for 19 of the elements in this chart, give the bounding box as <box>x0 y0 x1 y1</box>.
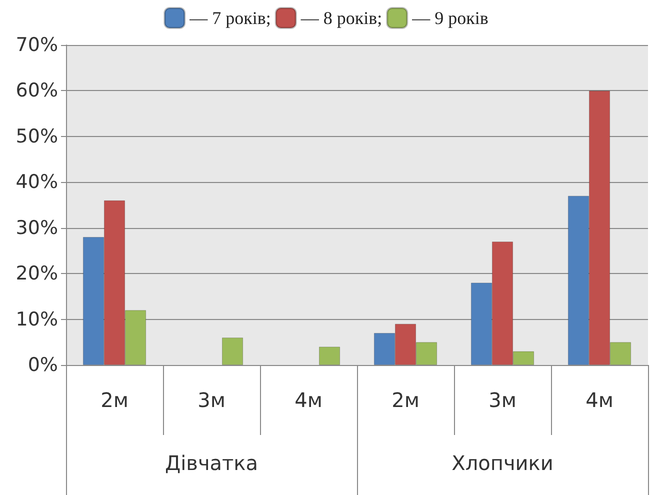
y-tick-label: 30% <box>16 216 58 239</box>
y-tick-label: 10% <box>16 308 58 330</box>
y-tick-label: 20% <box>16 262 58 285</box>
y-tick-label: 0% <box>28 354 58 376</box>
x-tick-label: 4м <box>586 388 614 412</box>
x-tick-label: 3м <box>488 388 516 412</box>
text: Хлопчики <box>452 451 554 475</box>
x-tick-label: 4м <box>294 388 322 412</box>
y-tick-label: 60% <box>16 80 58 102</box>
legend-label: — 9 років <box>411 8 488 28</box>
legend-label: — 8 років; <box>300 8 382 28</box>
x-tick-label: 3м <box>198 388 226 412</box>
legend-label: — 7 років; <box>188 8 271 28</box>
x-tick-label: 2м <box>392 388 420 412</box>
text: Дівчатка <box>164 451 258 475</box>
y-tick-label: 70% <box>16 34 58 56</box>
y-tick-label: 40% <box>16 171 58 194</box>
x-tick-label: 2м <box>100 388 128 412</box>
y-tick-label: 50% <box>16 125 58 148</box>
